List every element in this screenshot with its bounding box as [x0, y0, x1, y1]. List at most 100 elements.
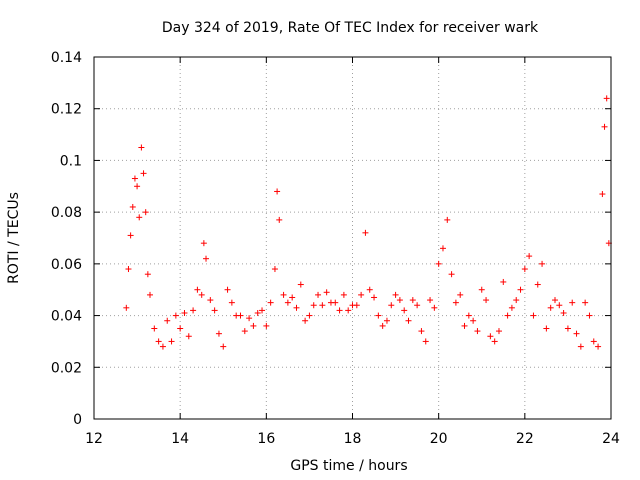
- data-point: [215, 330, 222, 337]
- data-point: [461, 322, 468, 329]
- data-point: [379, 322, 386, 329]
- data-point: [564, 325, 571, 332]
- data-point: [595, 343, 602, 350]
- data-point: [293, 304, 300, 311]
- data-point: [435, 260, 442, 267]
- data-point: [388, 302, 395, 309]
- data-point: [601, 123, 608, 130]
- data-point: [340, 291, 347, 298]
- x-tick-label: 16: [257, 431, 275, 447]
- data-point: [172, 312, 179, 319]
- x-tick-label: 12: [85, 431, 103, 447]
- data-point: [495, 328, 502, 335]
- data-point: [220, 343, 227, 350]
- data-point: [551, 297, 558, 304]
- x-tick-label: 18: [344, 431, 362, 447]
- y-tick-label: 0.14: [51, 50, 82, 66]
- data-point: [345, 307, 352, 314]
- data-point: [599, 191, 606, 198]
- data-point: [274, 188, 281, 195]
- data-point: [177, 325, 184, 332]
- data-point: [409, 297, 416, 304]
- data-point: [439, 245, 446, 252]
- data-point: [556, 302, 563, 309]
- data-point: [478, 286, 485, 293]
- data-point: [250, 322, 257, 329]
- data-point: [224, 286, 231, 293]
- data-point: [306, 312, 313, 319]
- data-point: [207, 297, 214, 304]
- data-point: [422, 338, 429, 345]
- data-point: [392, 291, 399, 298]
- data-point: [332, 299, 339, 306]
- data-point: [336, 307, 343, 314]
- data-point: [140, 170, 147, 177]
- data-point: [569, 299, 576, 306]
- data-point: [375, 312, 382, 319]
- data-point: [211, 307, 218, 314]
- data-point: [267, 299, 274, 306]
- y-tick-label: 0.04: [51, 309, 82, 325]
- data-point: [200, 240, 207, 247]
- data-point: [526, 253, 533, 260]
- data-point: [431, 304, 438, 311]
- data-point: [470, 317, 477, 324]
- data-point: [465, 312, 472, 319]
- data-point: [302, 317, 309, 324]
- data-point: [190, 307, 197, 314]
- data-point: [228, 299, 235, 306]
- data-point: [521, 266, 528, 273]
- data-point: [504, 312, 511, 319]
- data-point: [289, 294, 296, 301]
- data-point: [444, 216, 451, 223]
- data-point: [366, 286, 373, 293]
- data-point: [123, 304, 130, 311]
- x-tick-label: 24: [602, 431, 620, 447]
- data-point: [530, 312, 537, 319]
- x-tick-label: 14: [171, 431, 189, 447]
- data-point: [310, 302, 317, 309]
- data-point: [136, 214, 143, 221]
- y-tick-label: 0.12: [51, 102, 82, 118]
- data-point: [155, 338, 162, 345]
- data-point: [577, 343, 584, 350]
- data-point: [125, 266, 132, 273]
- data-point: [203, 255, 210, 262]
- data-point: [280, 291, 287, 298]
- y-tick-label: 0.08: [51, 205, 82, 221]
- data-point: [271, 266, 278, 273]
- data-point: [560, 309, 567, 316]
- data-point: [284, 299, 291, 306]
- data-point: [590, 338, 597, 345]
- data-point: [151, 325, 158, 332]
- x-tick-label: 22: [516, 431, 534, 447]
- data-point: [276, 216, 283, 223]
- data-point: [254, 309, 261, 316]
- y-tick-label: 0: [73, 412, 82, 428]
- data-point: [483, 297, 490, 304]
- data-point: [159, 343, 166, 350]
- data-point: [185, 333, 192, 340]
- data-point: [513, 297, 520, 304]
- data-point: [131, 175, 138, 182]
- data-point: [127, 232, 134, 239]
- data-point: [405, 317, 412, 324]
- data-point: [539, 260, 546, 267]
- data-point: [543, 325, 550, 332]
- data-point: [487, 333, 494, 340]
- data-point: [491, 338, 498, 345]
- data-point: [319, 302, 326, 309]
- data-points: [123, 95, 612, 350]
- data-point: [582, 299, 589, 306]
- data-point: [448, 271, 455, 278]
- x-axis-label: GPS time / hours: [290, 458, 407, 474]
- data-point: [586, 312, 593, 319]
- data-point: [246, 315, 253, 322]
- data-point: [138, 144, 145, 151]
- data-point: [547, 304, 554, 311]
- data-point: [452, 299, 459, 306]
- data-point: [181, 309, 188, 316]
- data-point: [362, 229, 369, 236]
- data-point: [383, 317, 390, 324]
